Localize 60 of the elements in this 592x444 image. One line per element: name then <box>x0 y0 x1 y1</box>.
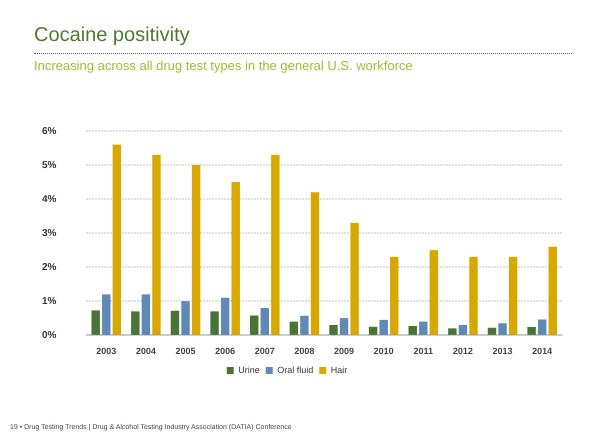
bar <box>290 322 298 335</box>
bar <box>260 308 270 335</box>
x-tick-label: 2007 <box>254 346 275 356</box>
y-tick-label: 3% <box>42 228 57 239</box>
bar <box>527 327 536 335</box>
x-tick-label: 2013 <box>492 346 513 356</box>
bar <box>448 328 457 335</box>
bar <box>430 250 438 335</box>
y-tick-label: 2% <box>42 262 57 273</box>
bar <box>131 311 140 335</box>
x-tick-label: 2011 <box>414 346 434 356</box>
bar <box>350 222 359 335</box>
bar <box>548 246 557 335</box>
bar <box>340 318 348 335</box>
y-tick-label: 6% <box>42 126 57 137</box>
x-tick-label: 2010 <box>374 346 394 356</box>
bar <box>310 192 320 335</box>
x-tick-label: 2005 <box>176 346 196 356</box>
y-tick-label: 4% <box>42 194 57 205</box>
bar <box>102 294 110 335</box>
bar <box>91 310 100 335</box>
bar <box>508 256 518 335</box>
bar <box>419 322 428 335</box>
bar <box>220 298 230 335</box>
bar <box>368 326 378 335</box>
bar <box>300 316 309 335</box>
bar <box>210 311 219 335</box>
x-tick-label: 2014 <box>532 346 552 356</box>
bar <box>329 324 338 335</box>
chart-title: Cocaine positivity <box>34 24 190 47</box>
y-tick-label: 5% <box>42 160 57 171</box>
bar <box>231 182 240 335</box>
bar <box>181 301 190 335</box>
bar <box>458 324 468 335</box>
bar <box>390 256 398 335</box>
x-tick-label: 2008 <box>294 346 314 356</box>
legend-label: Urine <box>238 364 260 375</box>
y-tick-label: 0% <box>42 330 57 341</box>
x-tick-label: 2009 <box>334 346 354 356</box>
bar <box>488 328 496 335</box>
legend-label: Oral fluid <box>277 364 314 375</box>
x-tick-label: 2003 <box>96 346 116 356</box>
bar <box>408 326 417 335</box>
bar <box>498 323 507 335</box>
legend-label: Hair <box>330 364 348 375</box>
bar <box>152 154 161 335</box>
x-tick-label: 2012 <box>452 346 473 356</box>
bar <box>142 294 150 335</box>
bar <box>170 310 180 335</box>
x-tick-label: 2004 <box>136 346 156 356</box>
bar <box>469 256 478 335</box>
bar <box>112 144 122 335</box>
y-tick-label: 1% <box>42 296 57 307</box>
chart-subtitle: Increasing across all drug test types in the general U.S. workforce <box>34 58 413 73</box>
bar <box>379 320 388 335</box>
bar <box>271 154 280 335</box>
bar <box>250 315 258 335</box>
bar <box>192 165 200 335</box>
x-tick-label: 2006 <box>215 346 236 356</box>
bar <box>538 320 546 335</box>
